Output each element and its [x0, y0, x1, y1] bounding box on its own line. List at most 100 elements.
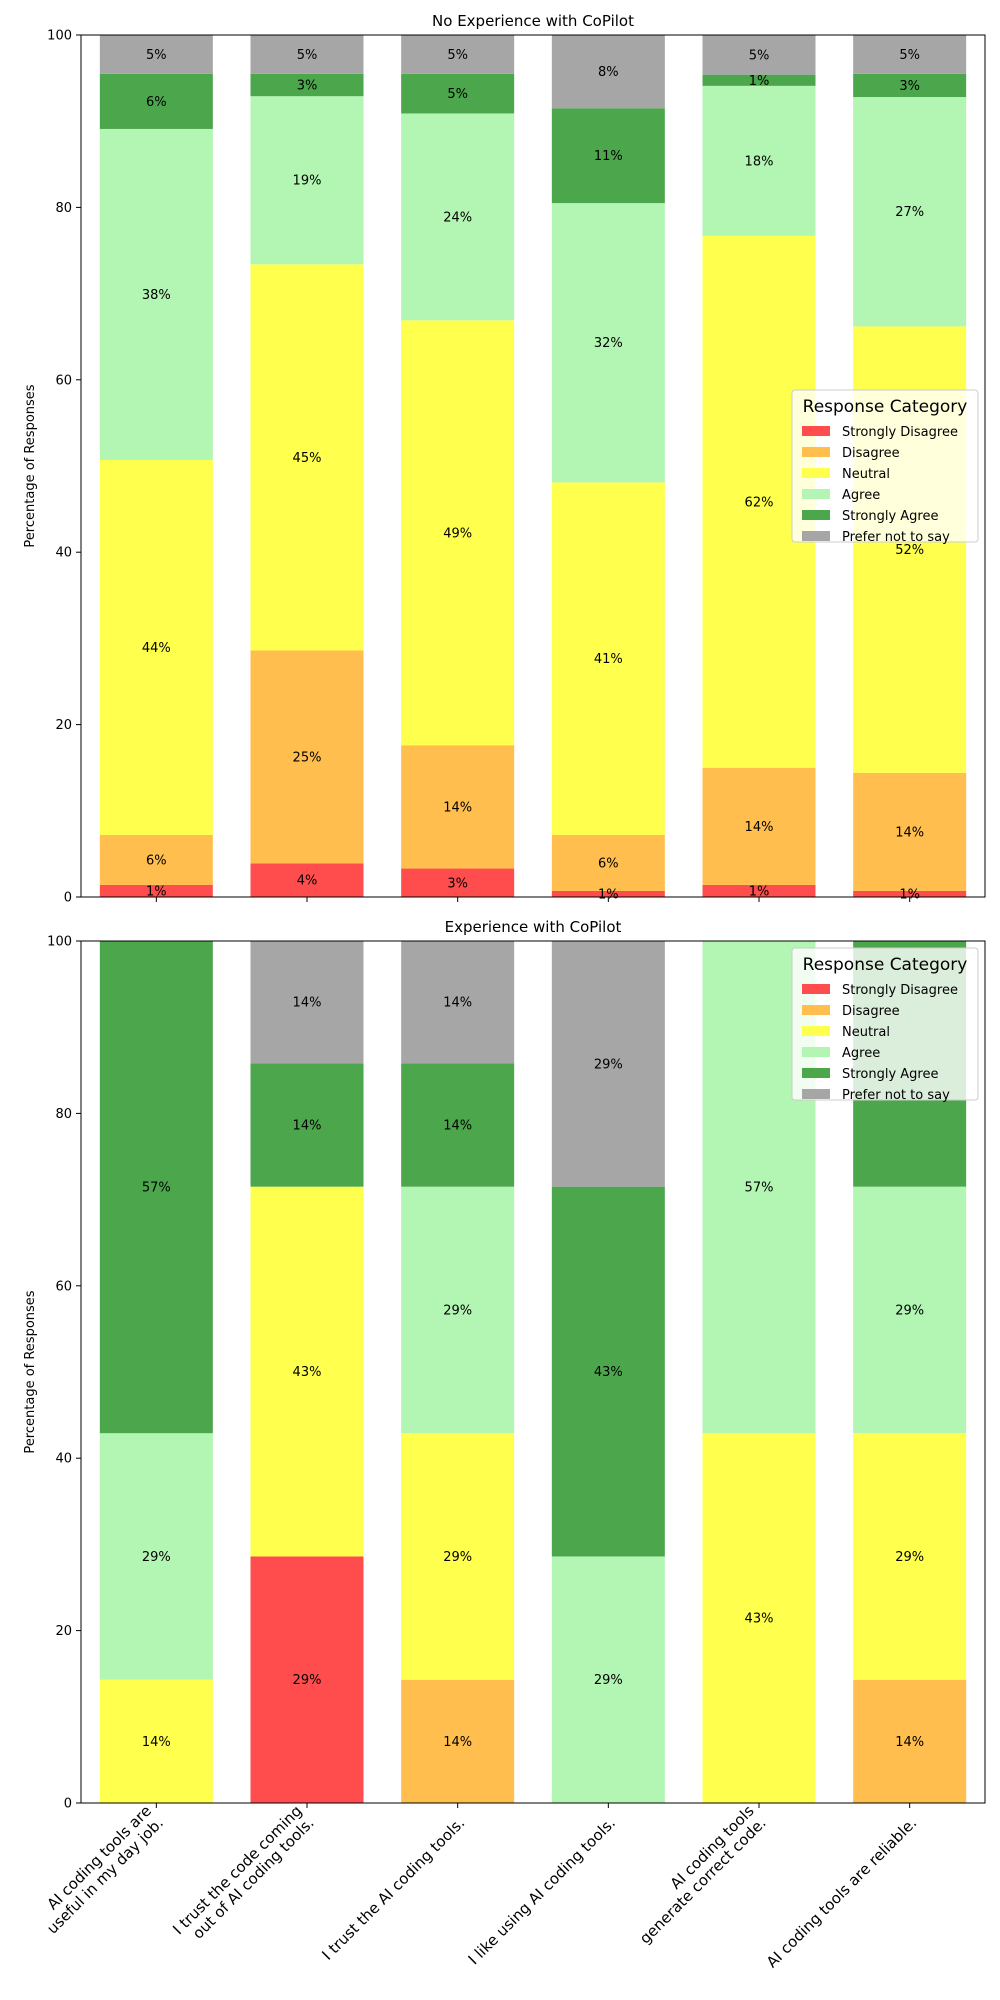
legend-entry-1-1: Disagree: [842, 1004, 900, 1019]
legend-entry-0-5: Prefer not to say: [842, 530, 950, 545]
bar-label-1-2-3: 29%: [443, 1303, 472, 1318]
x-tick-label-1: I trust the code comingout of AI coding …: [169, 1802, 317, 1950]
bar-label-1-1-0: 29%: [293, 1673, 322, 1688]
bar-label-0-0-4: 6%: [146, 95, 167, 110]
bar-segment-0-5-5: [853, 35, 967, 74]
bar-label-0-3-1: 6%: [598, 856, 619, 871]
bar-label-0-5-4: 3%: [899, 79, 920, 94]
bar-label-0-4-0: 1%: [749, 884, 770, 899]
bar-segment-0-2-3: [401, 113, 515, 321]
bar-label-0-4-3: 18%: [745, 154, 774, 169]
legend-entry-0-1: Disagree: [842, 446, 900, 461]
bar-segment-0-3-0: [551, 890, 665, 897]
bar-label-0-2-0: 3%: [447, 876, 468, 891]
chart-title-1: Experience with CoPilot: [445, 918, 622, 936]
bar-segment-0-4-4: [702, 74, 816, 86]
bar-label-0-2-2: 49%: [443, 526, 472, 541]
bar-segment-0-0-2: [99, 459, 213, 835]
bar-label-0-1-1: 25%: [293, 750, 322, 765]
bar-segment-0-4-5: [702, 35, 816, 75]
bar-segment-1-0-4: [99, 941, 213, 1434]
legend-entry-1-5: Prefer not to say: [842, 1088, 950, 1103]
bar-segment-1-3-4: [551, 1186, 665, 1557]
bar-label-1-2-2: 29%: [443, 1550, 472, 1565]
legend-swatch-1-2: [802, 1026, 830, 1036]
bar-label-0-4-4: 1%: [749, 74, 770, 89]
legend-swatch-0-4: [802, 510, 830, 520]
bar-segment-0-5-1: [853, 772, 967, 891]
bar-segment-0-1-0: [250, 863, 364, 897]
y-tick-label-0-40: 40: [55, 546, 72, 561]
bar-label-0-3-2: 41%: [594, 652, 623, 667]
bar-label-1-2-5: 14%: [443, 996, 472, 1011]
bar-segment-0-5-0: [853, 890, 967, 897]
bar-label-1-4-3: 57%: [745, 1181, 774, 1196]
x-tick-label-4: AI coding toolsgenerate correct code.: [624, 1802, 770, 1948]
bar-label-1-4-2: 43%: [745, 1612, 774, 1627]
bar-label-0-0-2: 44%: [142, 641, 171, 656]
legend-swatch-0-1: [802, 447, 830, 457]
y-tick-label-1-0: 0: [64, 1797, 72, 1812]
bar-segment-0-2-1: [401, 745, 515, 869]
y-axis-label-0: Percentage of Responses: [23, 384, 38, 547]
bar-segment-1-0-2: [99, 1679, 213, 1803]
bar-segment-0-5-4: [853, 73, 967, 98]
bar-segment-0-4-0: [702, 884, 816, 897]
y-tick-label-0-0: 0: [64, 891, 72, 906]
bar-label-0-5-3: 27%: [895, 205, 924, 220]
bar-segment-1-3-3: [551, 1556, 665, 1803]
legend-entry-1-4: Strongly Agree: [842, 1067, 939, 1082]
bar-label-0-3-4: 11%: [594, 149, 623, 164]
bar-label-1-0-4: 57%: [142, 1181, 171, 1196]
bar-label-0-1-0: 4%: [297, 874, 318, 889]
bar-label-0-3-0: 1%: [598, 887, 619, 902]
bar-label-1-5-1: 14%: [895, 1735, 924, 1750]
bar-segment-1-5-3: [853, 1186, 967, 1434]
plot-frame-0: [80, 34, 986, 898]
bar-segment-0-0-5: [99, 35, 213, 74]
bar-segment-0-3-2: [551, 482, 665, 835]
bar-label-1-0-3: 29%: [142, 1550, 171, 1565]
bar-label-0-2-3: 24%: [443, 210, 472, 225]
bar-label-0-1-5: 5%: [297, 48, 318, 63]
bar-label-0-0-3: 38%: [142, 288, 171, 303]
bar-segment-0-2-0: [401, 868, 515, 897]
bar-segment-0-3-4: [551, 108, 665, 204]
legend-swatch-1-5: [802, 1089, 830, 1099]
bar-label-1-2-4: 14%: [443, 1119, 472, 1134]
bar-segment-0-3-1: [551, 834, 665, 891]
bar-segment-0-1-1: [250, 650, 364, 864]
bar-segment-0-1-2: [250, 264, 364, 651]
legend-entry-0-2: Neutral: [842, 467, 890, 482]
bar-label-0-4-5: 5%: [749, 48, 770, 63]
bar-label-0-1-4: 3%: [297, 78, 318, 93]
bar-segment-1-2-4: [401, 1063, 515, 1187]
legend-swatch-0-0: [802, 426, 830, 436]
legend-entry-1-3: Agree: [842, 1046, 880, 1061]
bar-segment-0-1-4: [250, 73, 364, 97]
legend-swatch-1-1: [802, 1005, 830, 1015]
bar-label-1-3-3: 29%: [594, 1673, 623, 1688]
bar-label-0-5-5: 5%: [899, 48, 920, 63]
y-tick-label-1-60: 60: [55, 1279, 72, 1294]
bar-label-0-2-1: 14%: [443, 800, 472, 815]
bar-label-1-1-2: 43%: [293, 1365, 322, 1380]
bar-label-0-2-5: 5%: [447, 48, 468, 63]
bar-segment-1-2-3: [401, 1186, 515, 1434]
bar-segment-0-0-0: [99, 884, 213, 897]
bar-segment-1-5-1: [853, 1679, 967, 1803]
bar-segment-0-4-3: [702, 85, 816, 236]
legend-entry-0-4: Strongly Agree: [842, 509, 939, 524]
legend-title-0: Response Category: [803, 397, 968, 417]
bar-label-1-5-3: 29%: [895, 1303, 924, 1318]
bar-segment-0-2-5: [401, 35, 515, 74]
bar-label-1-0-2: 14%: [142, 1735, 171, 1750]
bar-segment-0-0-1: [99, 834, 213, 885]
legend-box-1: [791, 947, 979, 1101]
bar-segment-1-2-5: [401, 941, 515, 1064]
plot-frame-1: [80, 940, 986, 1804]
x-tick-label-2: I trust the AI coding tools.: [318, 1814, 468, 1964]
legend-entry-0-0: Strongly Disagree: [842, 425, 958, 440]
y-tick-label-1-80: 80: [55, 1107, 72, 1122]
